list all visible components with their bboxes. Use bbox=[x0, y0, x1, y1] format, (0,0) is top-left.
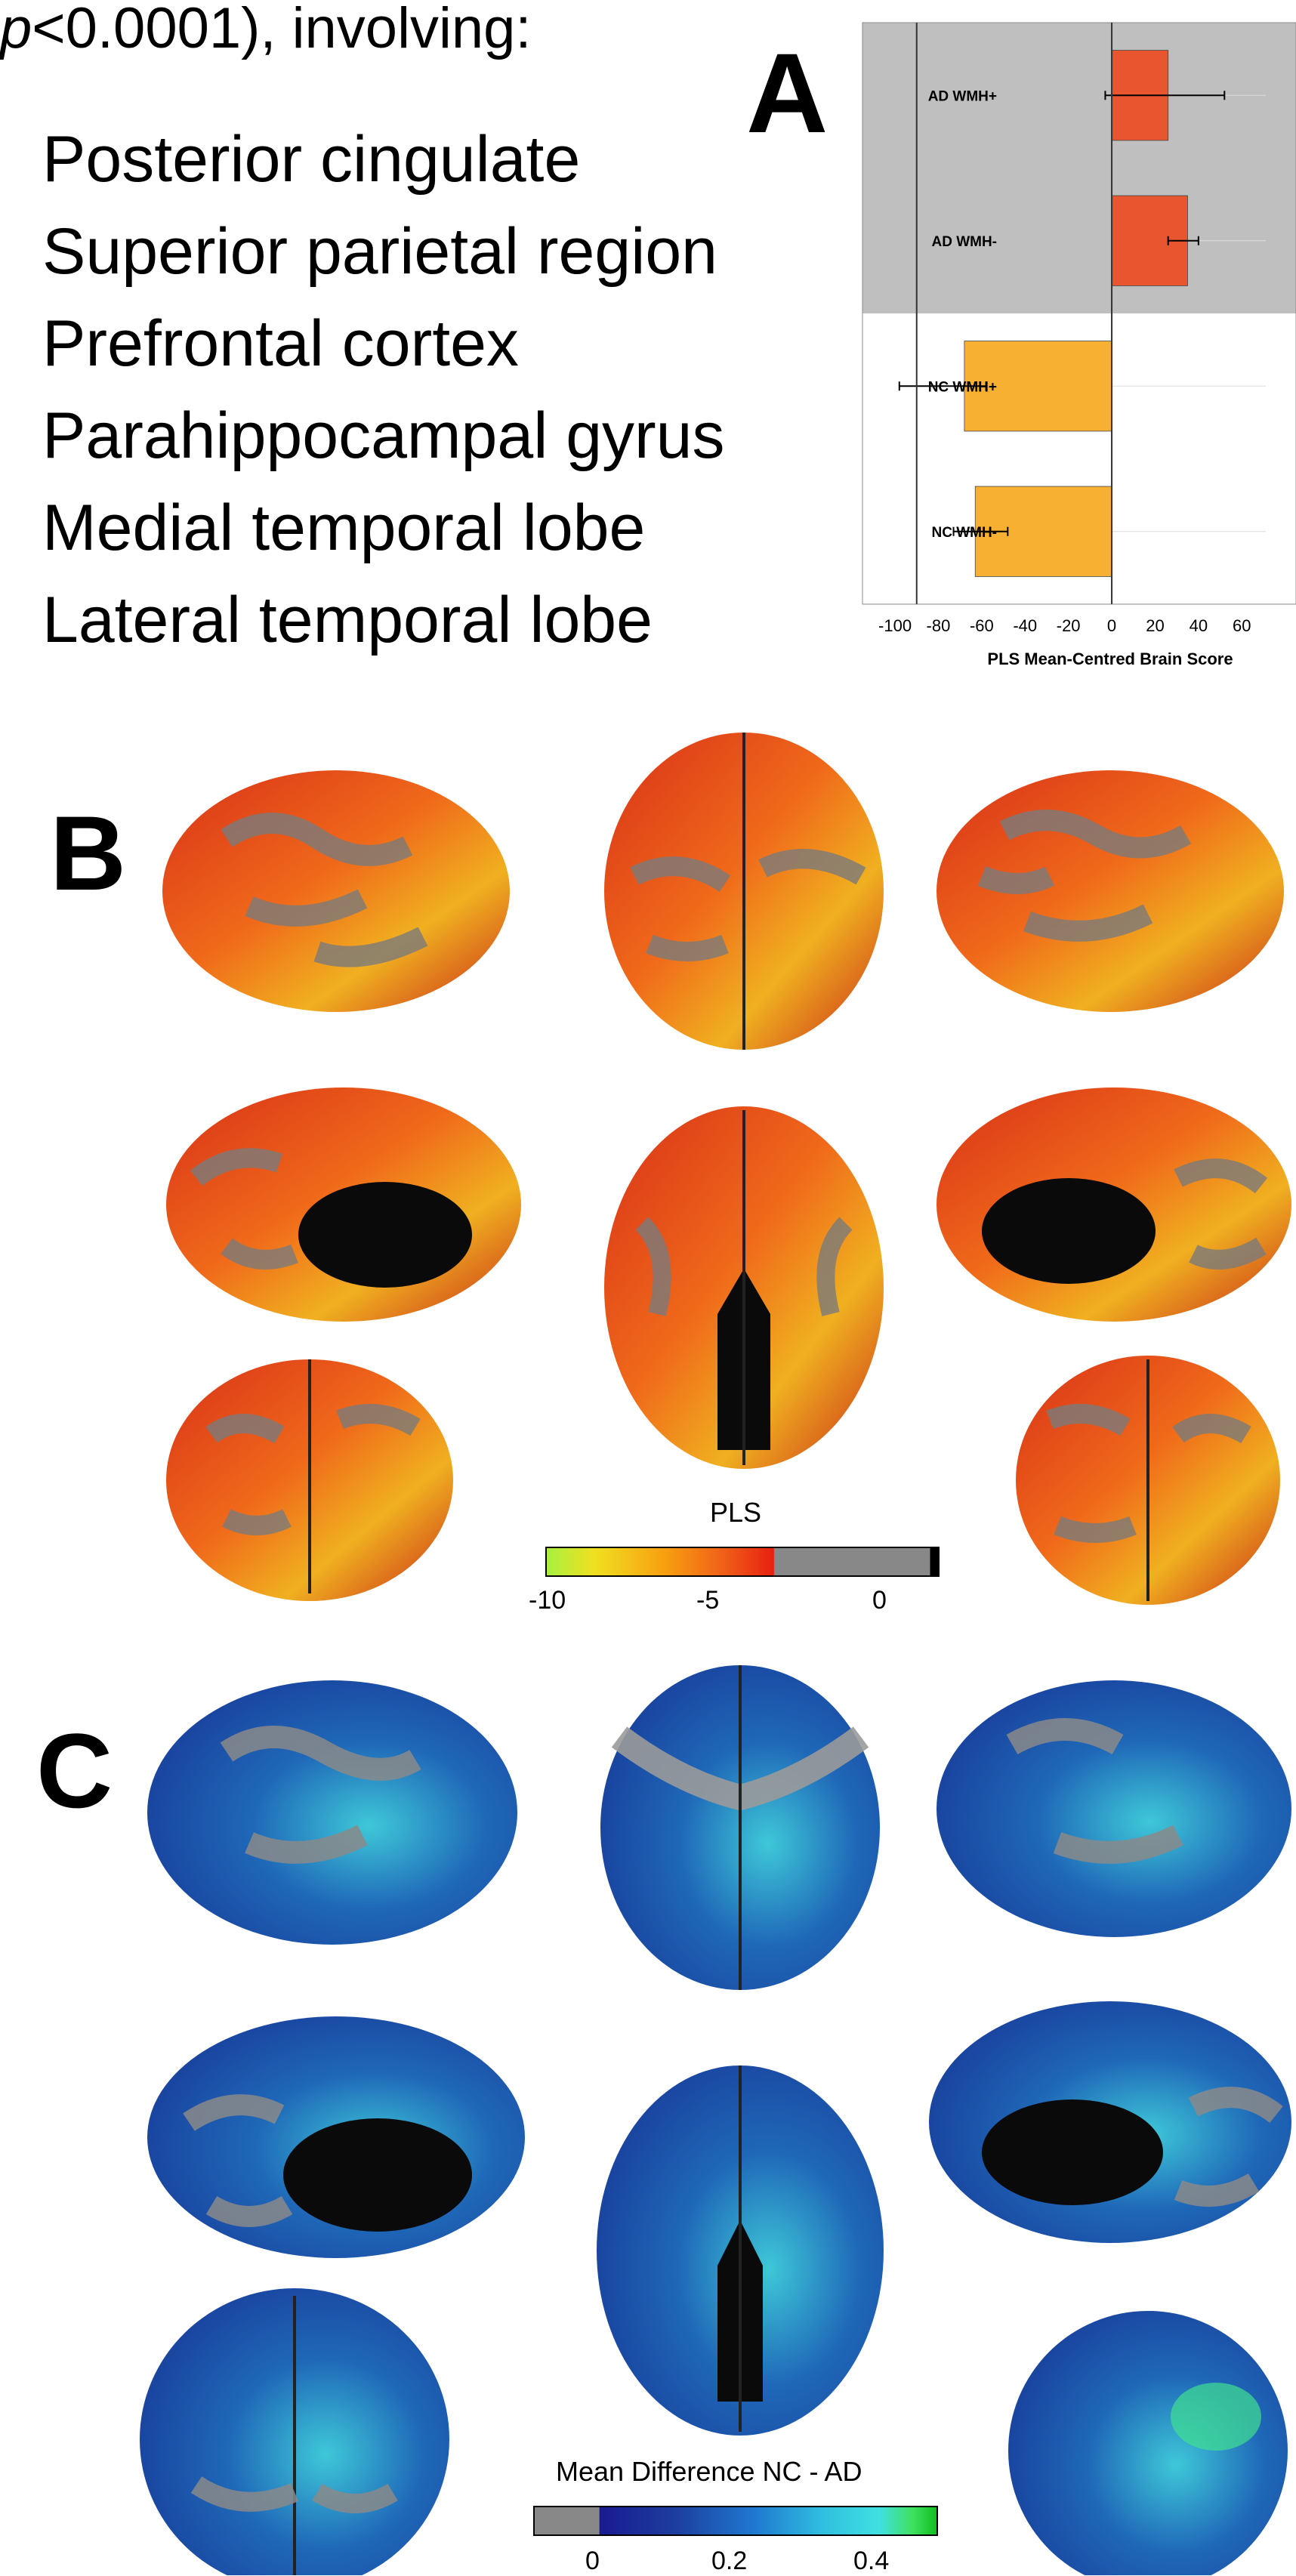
colorbar-c-title: Mean Difference NC - AD bbox=[556, 2456, 862, 2487]
chart-category-label: NC WMH+ bbox=[928, 379, 997, 395]
panel-letter-c: C bbox=[36, 1711, 113, 1830]
pls-posterior-brain bbox=[1016, 1356, 1280, 1605]
colorbar-c-tick: 0.4 bbox=[853, 2547, 890, 2575]
chart-x-tick-label: -80 bbox=[927, 616, 951, 635]
colorbar-c bbox=[533, 2506, 938, 2536]
pls-medial-left-brain bbox=[166, 1087, 521, 1322]
panel-letter-a: A bbox=[746, 29, 829, 156]
region-item: Lateral temporal lobe bbox=[42, 584, 653, 656]
chart-x-tick-label: -20 bbox=[1057, 616, 1081, 635]
chart-x-tick-label: 60 bbox=[1233, 616, 1251, 635]
pls-lateral-right-brain bbox=[937, 770, 1284, 1012]
diff-ventral-brain bbox=[597, 2065, 884, 2436]
colorbar-b-tick: -5 bbox=[696, 1586, 720, 1615]
intro-line: p<0.0001), involving: bbox=[0, 0, 532, 61]
region-item: Posterior cingulate bbox=[42, 123, 581, 196]
panel-letter-b: B bbox=[50, 794, 127, 912]
diff-posterior-brain bbox=[1008, 2311, 1288, 2575]
region-item: Medial temporal lobe bbox=[42, 492, 646, 564]
pls-anterior-brain bbox=[166, 1359, 453, 1601]
chart-x-tick-label: 20 bbox=[1146, 616, 1164, 635]
region-item: Superior parietal region bbox=[42, 215, 717, 288]
colorbar-c-tick: 0 bbox=[585, 2547, 600, 2575]
chart-x-tick-label: 40 bbox=[1190, 616, 1208, 635]
chart-shaded-region bbox=[862, 23, 1296, 313]
chart-bar bbox=[964, 341, 1112, 432]
region-list: Posterior cingulate Superior parietal re… bbox=[42, 113, 725, 666]
colorbar-b-tick: -10 bbox=[529, 1586, 566, 1615]
region-item: Prefrontal cortex bbox=[42, 307, 519, 380]
intro-text: <0.0001), involving: bbox=[32, 0, 532, 60]
diff-dorsal-brain bbox=[600, 1665, 880, 1990]
pls-brain-score-chart: AD WMH+AD WMH-NC WMH+NC WMH- -100 -80 -60-… bbox=[862, 22, 1296, 668]
pls-medial-right-brain bbox=[937, 1087, 1291, 1322]
chart-x-tick-label: -40 bbox=[1013, 616, 1037, 635]
chart-frame bbox=[862, 22, 1296, 605]
diff-lateral-left-brain bbox=[147, 1680, 517, 1945]
p-symbol: p bbox=[0, 0, 32, 60]
diff-medial-right-brain bbox=[929, 2001, 1291, 2243]
chart-category-label: AD WMH- bbox=[931, 234, 997, 250]
pls-lateral-left-brain bbox=[162, 770, 510, 1012]
diff-medial-left-brain bbox=[147, 2016, 525, 2258]
colorbar-b bbox=[545, 1547, 940, 1577]
diff-anterior-brain bbox=[140, 2288, 449, 2575]
chart-x-axis-label: PLS Mean-Centred Brain Score bbox=[987, 649, 1233, 668]
chart-x-tick-label: -60 bbox=[970, 616, 994, 635]
chart-category-label: AD WMH+ bbox=[928, 88, 997, 104]
pls-ventral-brain bbox=[604, 1106, 884, 1469]
region-item: Parahippocampal gyrus bbox=[42, 400, 725, 472]
pls-dorsal-brain bbox=[604, 733, 884, 1050]
chart-category-label: NC WMH- bbox=[931, 525, 997, 541]
chart-x-tick-label: 0 bbox=[1107, 616, 1116, 635]
colorbar-b-tick: 0 bbox=[872, 1586, 887, 1615]
chart-x-tick-label: -100 bbox=[878, 616, 912, 635]
colorbar-c-tick: 0.2 bbox=[711, 2547, 748, 2575]
colorbar-b-title: PLS bbox=[710, 1497, 762, 1528]
diff-lateral-right-brain bbox=[937, 1680, 1291, 1937]
